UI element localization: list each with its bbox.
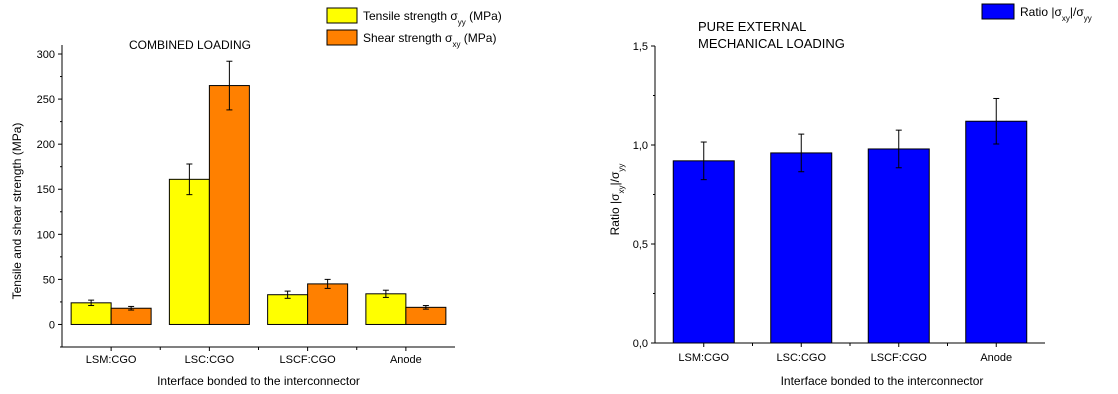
- x-tick-label: LSC:CGO: [776, 352, 826, 364]
- x-tick-label: Anode: [390, 354, 422, 366]
- bar: [867, 148, 930, 344]
- y-tick-label: 300: [37, 49, 55, 61]
- chart-title-line: MECHANICAL LOADING: [698, 36, 845, 51]
- y-tick-label: 200: [37, 139, 55, 151]
- bar: [168, 178, 210, 325]
- y-tick-label: 100: [37, 229, 55, 241]
- legend-label: Ratio |σxy|/σyy: [1020, 5, 1092, 23]
- y-tick-label: 250: [37, 94, 55, 106]
- legend-swatch: [981, 3, 1015, 20]
- y-tick-label: 50: [43, 274, 55, 286]
- y-tick-label: 0: [49, 319, 55, 331]
- bar: [365, 293, 407, 325]
- y-tick-label: 150: [37, 184, 55, 196]
- x-tick-label: LSM:CGO: [86, 354, 137, 366]
- y-tick-label: 1,5: [633, 41, 648, 53]
- x-tick-label: LSM:CGO: [678, 352, 729, 364]
- bar: [307, 283, 349, 325]
- y-axis-label: Ratio |σxy|/σyy: [608, 164, 626, 236]
- chart-title: COMBINED LOADING: [129, 38, 251, 52]
- pure-external-loading-chart: 0,0 0,5 1,0 1,5 LSM:CGO LSC:CGO LSCF:CGO Anode P…: [608, 3, 1092, 388]
- y-tick-label: 0,5: [633, 239, 648, 251]
- bar: [965, 120, 1028, 344]
- x-tick-label: LSCF:CGO: [280, 354, 337, 366]
- legend-swatch: [326, 7, 358, 24]
- y-axis-label: Tensile and shear strength (MPa): [10, 123, 24, 300]
- combined-loading-chart: 0 50 100 150 200 250 300 LSM:CGO LSC:CGO LSCF:CGO…: [10, 7, 502, 388]
- chart-title-line: PURE EXTERNAL: [698, 19, 806, 34]
- bar: [770, 152, 833, 344]
- bar: [208, 85, 250, 325]
- x-tick-label: Anode: [980, 352, 1012, 364]
- y-tick-label: 0,0: [633, 338, 648, 350]
- y-tick-label: 1,0: [633, 140, 648, 152]
- bar: [70, 302, 112, 325]
- legend-label: Tensile strength σyy (MPa): [363, 9, 502, 27]
- bar: [405, 306, 447, 325]
- x-tick-label: LSC:CGO: [185, 354, 235, 366]
- x-axis-label: Interface bonded to the interconnector: [781, 374, 984, 388]
- legend-swatch: [326, 29, 358, 46]
- bar: [267, 294, 309, 325]
- legend-label: Shear strength σxy (MPa): [363, 31, 496, 49]
- x-tick-label: LSCF:CGO: [871, 352, 928, 364]
- bar: [110, 307, 152, 325]
- x-axis-label: Interface bonded to the interconnector: [157, 374, 360, 388]
- bar: [672, 160, 735, 344]
